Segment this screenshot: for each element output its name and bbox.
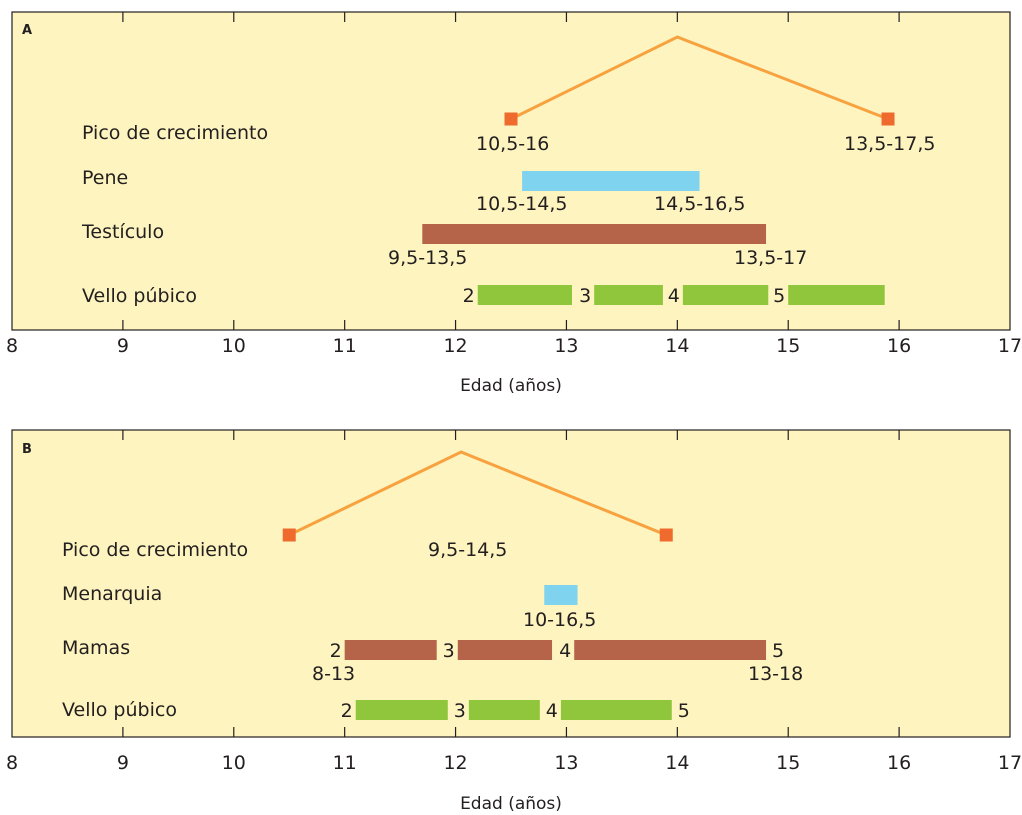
testicle-bar [422,224,767,244]
row-label-peak: Pico de crecimiento [82,122,268,144]
x-tick-label: 16 [887,752,911,774]
x-tick-label: 10 [222,752,246,774]
panel-a-letter: A [22,23,32,38]
x-tick-label: 11 [333,752,357,774]
penis-range-label-start: 10,5-14,5 [476,193,567,215]
panel-b-ticks-top [122,430,900,440]
x-tick-label: 13 [554,752,578,774]
row-label-peak: Pico de crecimiento [62,539,248,561]
pubic-hair-stage-bar [477,285,572,305]
peak-range-label: 9,5-14,5 [428,539,507,561]
row-label-menarche: Menarquia [62,583,162,605]
row-label-pubic-hair: Vello púbico [62,699,177,721]
x-tick-label: 12 [443,752,467,774]
x-tick-label: 9 [117,335,129,357]
panel-b-tick-labels: 8 9 10 11 12 13 14 15 16 17 [6,752,1022,774]
stage-label: 5 [773,285,785,307]
menarche-bar [544,585,578,605]
x-tick-label: 12 [443,335,467,357]
row-label-penis: Pene [82,167,128,189]
pubic-hair-stage-bar [682,285,769,305]
stage-label: 4 [546,700,558,722]
panel-a-ticks-top [122,12,900,22]
panel-a-ticks-bottom [122,320,900,330]
panel-b-peak-line [288,450,667,537]
stage-label: 2 [341,700,353,722]
panel-a-x-axis-title: Edad (años) [460,376,562,396]
stage-label: 3 [454,700,466,722]
panel-b-peak-marker-start [282,528,296,542]
breast-stage-bar [574,640,767,660]
panel-a-peak-line [510,35,889,121]
testicle-range-label-end: 13,5-17 [734,247,807,269]
x-tick-label: 13 [554,335,578,357]
breasts-range-label-start: 8-13 [312,663,355,685]
menarche-range-label: 10-16,5 [523,609,596,631]
x-tick-label: 17 [998,752,1022,774]
stage-label: 5 [678,700,690,722]
x-tick-label: 16 [887,335,911,357]
x-tick-label: 10 [222,335,246,357]
panel-b: B 8 9 10 11 12 13 14 15 16 17 Pico de crecimiento… [6,429,1022,814]
panel-b-breast-stages: 2 3 4 5 [330,640,784,662]
stage-label: 3 [443,640,455,662]
x-tick-label: 8 [6,335,18,357]
panel-a-pubic-hair-stages: 2 3 4 5 [463,285,885,307]
panel-a-peak-marker-end [881,112,895,126]
panel-b-x-axis-title: Edad (años) [460,794,562,814]
stage-label: 3 [579,285,591,307]
penis-bar [522,171,700,191]
row-label-breasts: Mamas [62,637,130,659]
x-tick-label: 9 [117,752,129,774]
pubic-hair-stage-bar [355,700,448,720]
stage-label: 5 [772,640,784,662]
penis-range-label-end: 14,5-16,5 [654,193,745,215]
breast-stage-bar [457,640,553,660]
testicle-range-label-start: 9,5-13,5 [388,247,467,269]
stage-label: 4 [668,285,680,307]
breast-stage-bar [344,640,437,660]
stage-label: 2 [463,285,475,307]
stage-label: 4 [559,640,571,662]
panel-a-background [11,11,1011,331]
stage-label: 2 [330,640,342,662]
pubic-hair-stage-bar [788,285,885,305]
x-tick-label: 14 [665,335,689,357]
peak-range-label-start: 10,5-16 [476,133,549,155]
pubic-hair-stage-bar [560,700,672,720]
x-tick-label: 15 [776,335,800,357]
pubic-hair-stage-bar [594,285,663,305]
x-tick-label: 14 [665,752,689,774]
panel-a-peak-marker-start [504,112,518,126]
panel-a-tick-labels: 8 9 10 11 12 13 14 15 16 17 [6,335,1022,357]
pubic-hair-stage-bar [468,700,540,720]
breasts-range-label-end: 13-18 [748,663,803,685]
panel-b-letter: B [22,442,32,457]
x-tick-label: 15 [776,752,800,774]
panel-b-ticks-bottom [122,727,900,737]
panel-b-background [11,429,1011,738]
peak-range-label-end: 13,5-17,5 [844,133,935,155]
row-label-testicle: Testículo [81,221,164,243]
x-tick-label: 8 [6,752,18,774]
row-label-pubic-hair: Vello púbico [82,285,197,307]
panel-b-peak-marker-end [659,528,673,542]
x-tick-label: 17 [998,335,1022,357]
panel-a: A 8 9 10 11 12 13 14 15 16 17 Pico de crecimiento… [6,11,1022,396]
x-tick-label: 11 [333,335,357,357]
panel-b-pubic-hair-stages: 2 3 4 5 [341,700,690,722]
